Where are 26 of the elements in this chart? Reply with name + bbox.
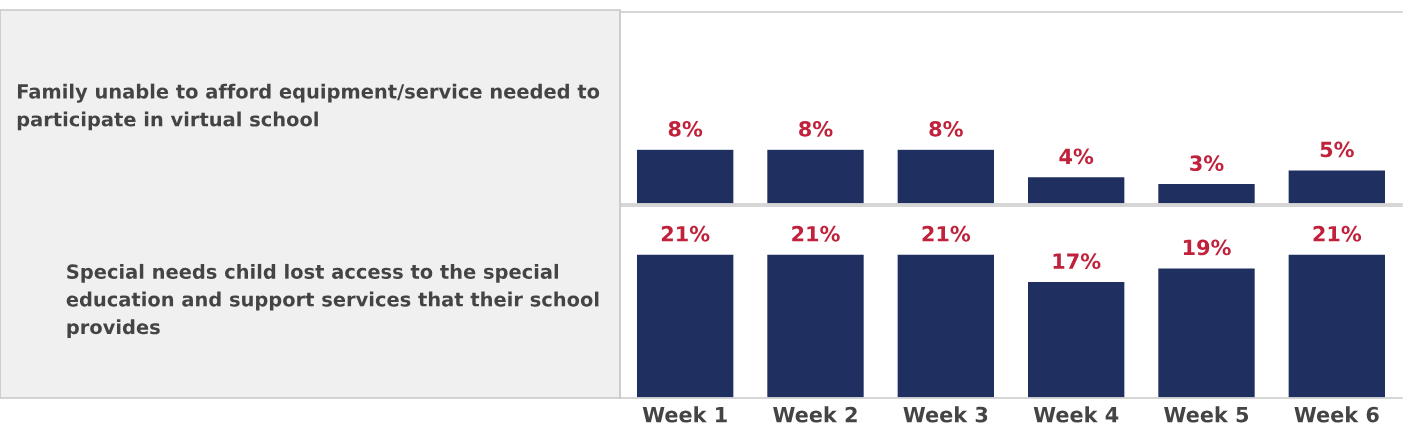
x-tick-label: Week 3 [903, 406, 988, 423]
x-tick-label: Week 5 [1164, 406, 1249, 423]
data-label: 21% [1313, 225, 1362, 242]
data-label: 19% [1183, 239, 1231, 256]
bar [896, 148, 996, 204]
x-tick-label: Week 4 [1033, 406, 1119, 423]
bar [765, 148, 866, 204]
data-label: 21% [661, 225, 710, 242]
bar [1026, 175, 1126, 204]
data-label: 5% [1320, 141, 1354, 158]
data-label: 8% [799, 121, 833, 137]
bar [1156, 182, 1257, 204]
data-label: 21% [922, 225, 971, 242]
bar [1287, 169, 1387, 204]
data-label: 17% [1053, 253, 1101, 270]
x-tick-label: Week 6 [1294, 406, 1379, 423]
data-label: 4% [1059, 148, 1094, 165]
data-label: 3% [1190, 155, 1224, 172]
x-tick-label: Week 1 [642, 406, 727, 423]
text: Special needs child lost access to the special education and support services that their school provides [66, 263, 599, 339]
data-label: 8% [668, 121, 703, 137]
data-label: 8% [929, 121, 963, 137]
text: Family unable to afford equipment/service needed to participate in virtual school [17, 83, 600, 131]
x-tick-label: Week 2 [773, 406, 857, 423]
data-label: 21% [792, 225, 840, 242]
bar [635, 148, 735, 204]
